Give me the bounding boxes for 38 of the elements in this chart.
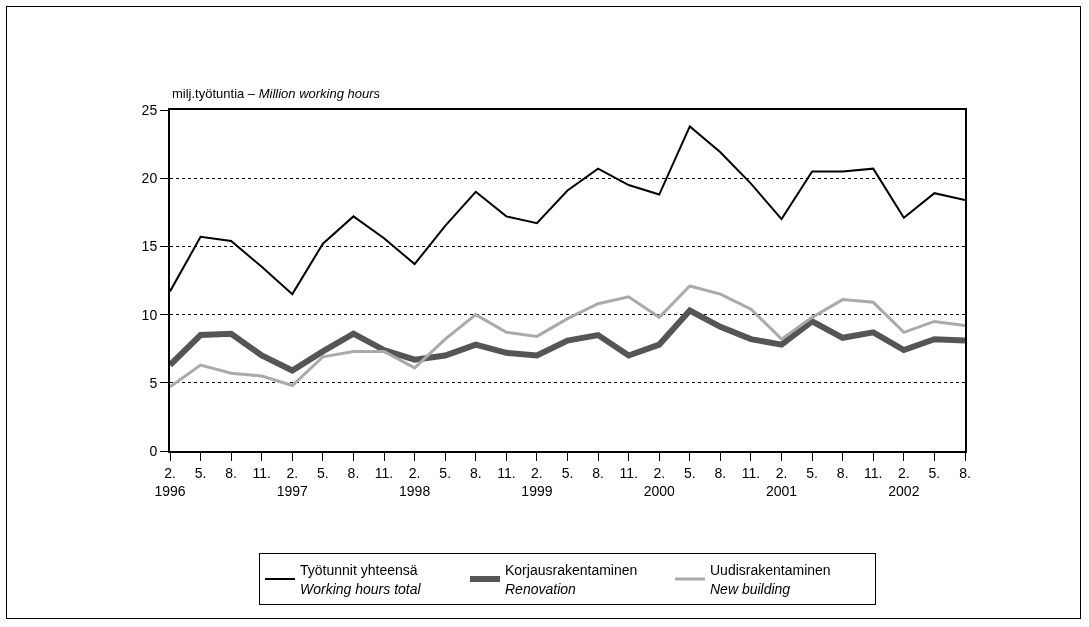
x-tick-label: 8.	[469, 464, 482, 481]
x-tick-label: 2. 1997	[276, 464, 309, 499]
y-axis-title: milj.työtuntia – Million working hours	[172, 86, 381, 101]
x-tick-label: 11.	[252, 464, 271, 481]
x-tick-label: 8.	[959, 464, 971, 481]
x-tick-label: 8.	[225, 464, 237, 481]
y-tick-label: 0	[149, 442, 158, 459]
y-tick-label: 25	[141, 101, 158, 118]
x-tick-label: 5.	[928, 464, 941, 481]
legend-label: Työtunnit yhteensä Working hours total	[300, 562, 422, 597]
x-tick-label: 2. 2000	[643, 464, 676, 499]
x-tick-label: 2. 2001	[765, 464, 798, 499]
x-tick-label: 8.	[592, 464, 604, 481]
y-tick-label: 15	[141, 238, 158, 255]
x-tick-label: 2. 1999	[521, 464, 553, 499]
legend-label: Uudisrakentaminen New building	[710, 562, 831, 597]
x-tick-label: 11.	[619, 464, 638, 481]
x-tick-label: 2. 1996	[154, 464, 186, 499]
x-tick-label: 8.	[347, 464, 360, 481]
x-tick-label: 5.	[806, 464, 818, 481]
x-tick-label: 11.	[374, 464, 394, 481]
x-tick-label: 11.	[741, 464, 761, 481]
x-tick-label: 2. 1998	[399, 464, 431, 499]
x-tick-label: 11.	[864, 464, 883, 481]
x-tick-label: 8.	[714, 464, 727, 481]
x-tick-label: 5.	[561, 464, 574, 481]
y-tick-label: 10	[141, 306, 158, 323]
x-tick-label: 5.	[317, 464, 329, 481]
x-tick-label: 5.	[194, 464, 207, 481]
x-tick-label: 5.	[683, 464, 696, 481]
x-tick-label: 8.	[836, 464, 849, 481]
legend-label: Korjausrakentaminen Renovation	[505, 562, 638, 597]
x-tick-label: 2. 2002	[888, 464, 920, 499]
y-tick-label: 20	[141, 170, 158, 187]
y-tick-label: 5	[149, 374, 158, 391]
x-tick-label: 5.	[439, 464, 452, 481]
line-series	[170, 284, 965, 389]
x-tick-label: 11.	[497, 464, 516, 481]
